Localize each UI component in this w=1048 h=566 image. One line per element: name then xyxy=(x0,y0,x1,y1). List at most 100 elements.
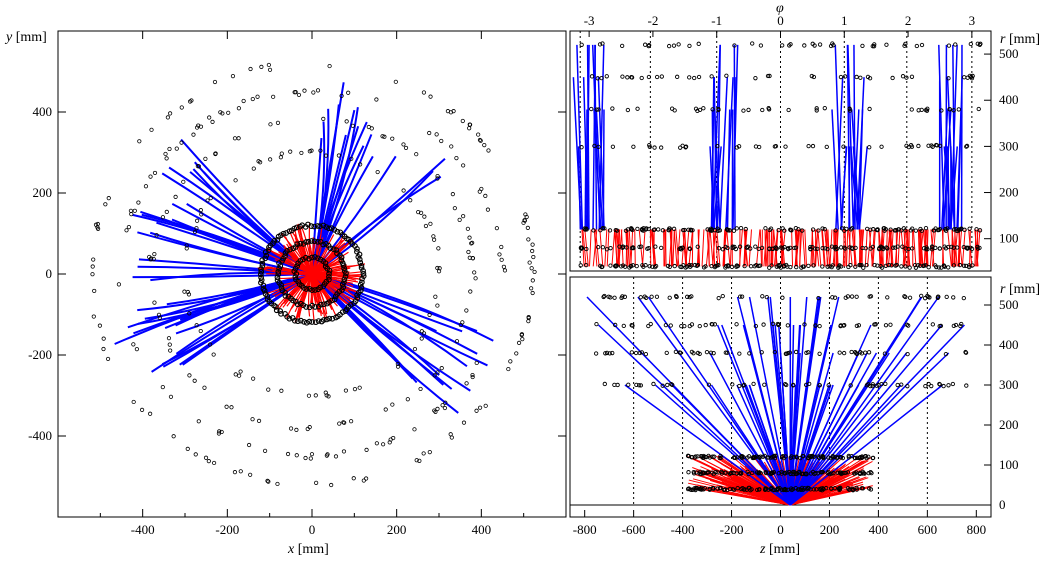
rphi-hit xyxy=(877,246,882,252)
rphi-hit xyxy=(594,107,599,112)
rphi-hit xyxy=(659,245,664,251)
rz-hit xyxy=(856,323,862,328)
rz-hit xyxy=(806,485,811,491)
outer-hit xyxy=(435,173,440,179)
outer-hit xyxy=(288,149,293,154)
rz-hit xyxy=(882,351,888,356)
rz-hit xyxy=(902,294,907,299)
rphi-hit xyxy=(978,41,983,46)
rphi-outer-track xyxy=(716,44,721,230)
rphi-hit xyxy=(757,144,762,150)
outer-hit xyxy=(486,148,491,153)
outer-hit xyxy=(160,384,165,390)
rz-hit xyxy=(826,455,831,460)
rphi-hit xyxy=(899,264,904,269)
rphi-hit xyxy=(853,264,858,269)
outer-hit xyxy=(524,214,529,220)
outer-hit xyxy=(519,332,525,337)
outer-hit xyxy=(168,111,173,116)
outer-hit xyxy=(525,225,530,230)
rphi-hit xyxy=(837,263,842,268)
rphi-outer-track xyxy=(711,109,715,230)
inner-hit xyxy=(263,252,270,259)
rphi-hit xyxy=(848,227,854,232)
rz-hit xyxy=(780,453,785,459)
outer-hit xyxy=(393,79,398,84)
rphi-hit xyxy=(652,145,657,150)
inner-hit xyxy=(282,293,289,299)
outer-hit xyxy=(313,393,318,398)
rphi-hit xyxy=(912,262,918,268)
outer-hit xyxy=(194,125,200,130)
rz-hit xyxy=(817,383,822,388)
rz-hit xyxy=(854,323,860,328)
rz-hit xyxy=(759,350,764,355)
rz-x-tick-label: -800 xyxy=(573,522,597,537)
rphi-hit xyxy=(786,107,791,113)
outer-hit xyxy=(259,64,264,69)
outer-hit xyxy=(474,360,479,366)
rphi-hit xyxy=(883,263,889,269)
rphi-hit xyxy=(953,42,958,47)
rz-hit xyxy=(953,322,959,328)
rphi-hit xyxy=(671,43,677,48)
outer-hit xyxy=(202,385,207,390)
outer-hit xyxy=(478,138,483,143)
rphi-inner-track xyxy=(764,229,767,267)
rphi-hit xyxy=(951,263,957,268)
rphi-hit xyxy=(872,262,877,268)
rphi-hit xyxy=(964,143,970,149)
outer-hit xyxy=(306,393,312,398)
rphi-hit xyxy=(624,245,629,250)
rz-outer-track xyxy=(789,384,860,506)
outer-hit xyxy=(95,221,100,227)
rz-hit xyxy=(854,487,859,492)
rz-y-axis-title: r [mm] xyxy=(1000,282,1040,297)
rphi-hit xyxy=(725,228,731,233)
inner-hit xyxy=(301,319,307,325)
rz-hit xyxy=(807,381,812,387)
rz-hit xyxy=(782,470,787,476)
outer-hit xyxy=(97,323,103,328)
rz-outer-track xyxy=(789,324,965,506)
rz-hit xyxy=(711,351,716,356)
rphi-hit xyxy=(809,73,814,79)
rphi-inner-track xyxy=(759,229,763,267)
rz-hit xyxy=(697,486,703,491)
rphi-hit xyxy=(926,143,931,148)
rz-hit xyxy=(639,350,645,355)
rz-hit xyxy=(830,455,836,460)
rphi-hit xyxy=(595,244,601,250)
inner-hit xyxy=(339,260,346,266)
outer-hit xyxy=(167,146,172,152)
rphi-hit xyxy=(701,106,706,111)
rphi-inner-track xyxy=(871,229,875,267)
outer-hit xyxy=(232,136,238,141)
outer-hit xyxy=(164,156,169,161)
inner-track xyxy=(310,273,313,304)
outer-hit xyxy=(433,409,438,414)
rphi-hit xyxy=(967,226,972,231)
rphi-hit xyxy=(870,244,876,250)
rz-inner-track xyxy=(790,460,865,506)
rphi-hit xyxy=(946,43,952,48)
rphi-hit xyxy=(584,226,589,231)
rphi-hit xyxy=(900,244,905,249)
rz-hit xyxy=(785,323,790,328)
rz-outer-track xyxy=(789,384,944,506)
rphi-hit xyxy=(734,145,740,150)
rz-hit xyxy=(837,350,842,355)
rphi-hit xyxy=(923,263,928,268)
rphi-inner-track xyxy=(696,229,700,267)
rphi-hit xyxy=(903,228,908,233)
rphi-hit xyxy=(620,244,625,249)
rphi-hit xyxy=(894,228,899,233)
rz-hit xyxy=(700,455,705,460)
outer-hit xyxy=(268,157,273,162)
rphi-hit xyxy=(591,228,596,233)
rphi-hit xyxy=(908,228,913,233)
rz-hit xyxy=(691,469,696,475)
outer-hit xyxy=(467,126,472,131)
rz-hit xyxy=(870,383,875,389)
inner-hit xyxy=(303,286,310,292)
